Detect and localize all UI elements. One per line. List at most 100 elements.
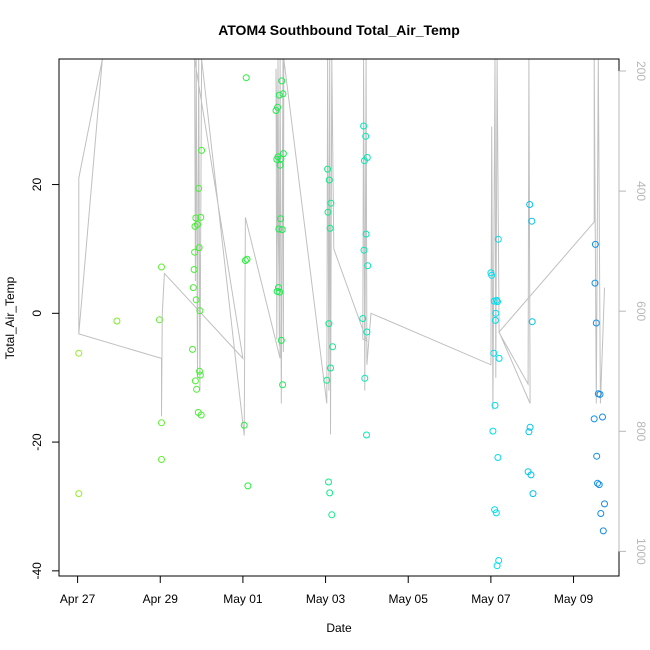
data-point xyxy=(525,428,533,436)
data-point xyxy=(490,349,498,357)
data-point xyxy=(526,201,534,208)
data-point xyxy=(197,411,205,419)
data-point xyxy=(364,262,372,270)
data-point xyxy=(590,415,598,423)
data-point xyxy=(360,246,368,254)
data-point xyxy=(327,199,335,207)
data-point xyxy=(279,90,287,98)
data-point xyxy=(495,557,503,564)
y-tick-label: -40 xyxy=(30,562,44,580)
plot-frame xyxy=(58,58,620,577)
x-tick-label: Apr 29 xyxy=(143,592,179,606)
y2-tick-label: 200 xyxy=(634,61,648,81)
data-point xyxy=(488,271,496,279)
x-tick-label: Apr 27 xyxy=(60,592,96,606)
data-point xyxy=(527,471,535,479)
data-point xyxy=(363,328,371,336)
data-point xyxy=(492,309,500,317)
data-point xyxy=(240,421,248,429)
data-point xyxy=(277,215,284,223)
data-point xyxy=(274,103,282,111)
x-tick-label: May 05 xyxy=(389,592,429,606)
data-point xyxy=(192,296,200,304)
data-point xyxy=(192,214,200,222)
data-point xyxy=(593,452,601,460)
data-point xyxy=(591,240,599,248)
data-point xyxy=(195,244,203,252)
data-point xyxy=(363,431,370,439)
data-point xyxy=(491,316,499,324)
data-point xyxy=(276,288,284,296)
data-point xyxy=(528,217,536,225)
data-point xyxy=(599,413,606,421)
data-point xyxy=(275,284,282,292)
data-point xyxy=(326,224,334,232)
data-point xyxy=(243,255,251,263)
data-point xyxy=(277,336,285,344)
chart-title: ATOM4 Southbound Total_Air_Temp xyxy=(218,22,460,38)
y2-tick-label: 800 xyxy=(634,421,648,441)
data-point xyxy=(363,154,371,161)
data-point xyxy=(158,456,165,463)
y2-axis-pressure: 200 400 600 800 1000 xyxy=(618,61,648,565)
data-point xyxy=(189,284,197,292)
data-point xyxy=(323,376,331,384)
data-point xyxy=(198,146,206,154)
data-point xyxy=(495,354,503,362)
y-tick-label: 0 xyxy=(30,310,44,317)
data-point xyxy=(329,343,337,351)
data-point xyxy=(324,208,332,216)
data-point xyxy=(158,419,165,427)
data-point xyxy=(197,213,205,221)
data-point xyxy=(494,298,501,306)
data-point xyxy=(190,266,198,273)
data-point xyxy=(494,235,502,243)
x-axis: Apr 27 Apr 29 May 01 May 03 May 05 May 07 May … xyxy=(60,575,594,606)
data-point xyxy=(242,74,250,82)
data-point xyxy=(328,511,336,519)
x-tick-label: May 09 xyxy=(554,592,594,606)
data-point xyxy=(194,221,201,228)
data-point xyxy=(494,454,502,461)
data-point xyxy=(275,91,283,99)
x-tick-label: May 07 xyxy=(471,592,511,606)
series-layer xyxy=(75,58,608,570)
y-tick-label: 20 xyxy=(30,178,44,192)
data-point xyxy=(326,489,334,497)
data-point xyxy=(362,132,370,140)
data-point xyxy=(325,478,332,486)
y-axis: -40 -20 0 20 xyxy=(30,178,60,580)
data-point xyxy=(594,479,601,487)
data-point xyxy=(241,257,249,264)
data-point xyxy=(155,316,163,324)
data-point xyxy=(244,482,252,490)
data-point xyxy=(278,226,286,234)
data-point xyxy=(325,320,333,328)
data-point xyxy=(491,401,499,409)
data-point xyxy=(327,364,334,372)
data-point xyxy=(279,150,287,158)
data-point xyxy=(196,367,203,375)
data-point xyxy=(325,176,333,184)
data-point xyxy=(196,371,204,379)
y-axis-label: Total_Air_Temp xyxy=(3,276,17,359)
y2-tick-label: 400 xyxy=(634,181,648,201)
data-point xyxy=(113,317,121,325)
data-point xyxy=(279,381,287,389)
data-point xyxy=(362,230,370,238)
data-point xyxy=(361,374,369,382)
data-point xyxy=(75,349,83,357)
x-tick-label: May 03 xyxy=(306,592,346,606)
data-point xyxy=(595,481,603,489)
data-point xyxy=(196,307,204,315)
data-point xyxy=(360,122,368,130)
y2-tick-label: 600 xyxy=(634,301,648,321)
data-point xyxy=(189,345,196,353)
data-point xyxy=(278,77,286,85)
data-point xyxy=(191,377,199,385)
data-point xyxy=(528,318,536,326)
data-point xyxy=(275,225,283,233)
data-point xyxy=(193,385,201,393)
x-tick-label: May 01 xyxy=(223,592,263,606)
